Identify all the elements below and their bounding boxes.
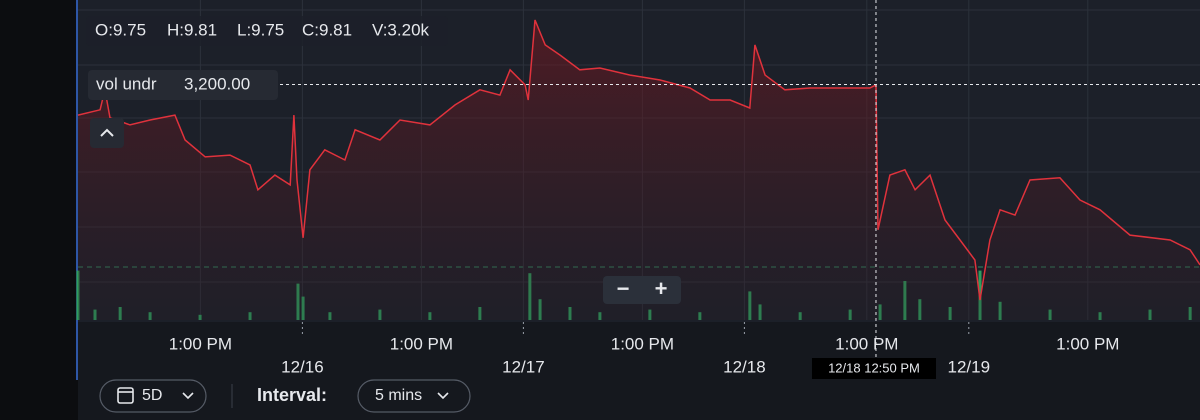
x-tick-label: 12/19 bbox=[948, 357, 991, 376]
interval-button[interactable] bbox=[357, 379, 471, 413]
x-tick-label: 1:00 PM bbox=[611, 334, 674, 353]
sidebar bbox=[0, 0, 78, 420]
calendar-icon bbox=[117, 387, 134, 404]
interval-label: Interval: bbox=[257, 385, 327, 405]
crosshair-x-label: 12/18 12:50 PM bbox=[828, 360, 920, 375]
zoom-in[interactable]: + bbox=[655, 276, 668, 301]
crosshair-y-name: vol undr bbox=[96, 74, 157, 93]
zoom-out[interactable]: − bbox=[617, 276, 630, 301]
area-fill bbox=[78, 20, 1200, 320]
x-tick-label: 1:00 PM bbox=[1056, 334, 1119, 353]
ohlc-open: O:9.75 bbox=[95, 20, 146, 39]
crosshair-y-label: 3,200.00 bbox=[184, 74, 250, 93]
ohlc-volume: V:3.20k bbox=[372, 20, 430, 39]
x-tick-label: 12/17 bbox=[502, 357, 545, 376]
chevron-icon bbox=[100, 128, 114, 137]
interval-value: 5 mins bbox=[375, 387, 422, 404]
zoom-controls bbox=[603, 276, 681, 304]
ohlc-high: H:9.81 bbox=[167, 20, 217, 39]
collapse-button[interactable] bbox=[90, 118, 124, 148]
range-label: 5D bbox=[142, 387, 162, 404]
x-tick-label: 1:00 PM bbox=[835, 334, 898, 353]
crosshair-x-box bbox=[811, 358, 936, 379]
ohlc-low: L:9.75 bbox=[237, 20, 284, 39]
x-tick-label: 12/16 bbox=[281, 357, 324, 376]
x-tick-label: 1:00 PM bbox=[390, 334, 453, 353]
ohlc-close: C:9.81 bbox=[302, 20, 352, 39]
range-caret bbox=[182, 392, 194, 400]
price-line bbox=[77, 19, 1200, 301]
crosshair-y-box bbox=[88, 70, 278, 100]
plot-layer bbox=[76, 0, 1200, 358]
interval-caret bbox=[437, 392, 449, 400]
x-tick-label: 1:00 PM bbox=[169, 334, 232, 353]
range-button[interactable] bbox=[99, 379, 207, 413]
ohlc-box: O:9.75 H:9.81 L:9.75 C:9.81 V:3.20k bbox=[86, 16, 448, 46]
x-tick-label: 12/18 bbox=[723, 357, 766, 376]
